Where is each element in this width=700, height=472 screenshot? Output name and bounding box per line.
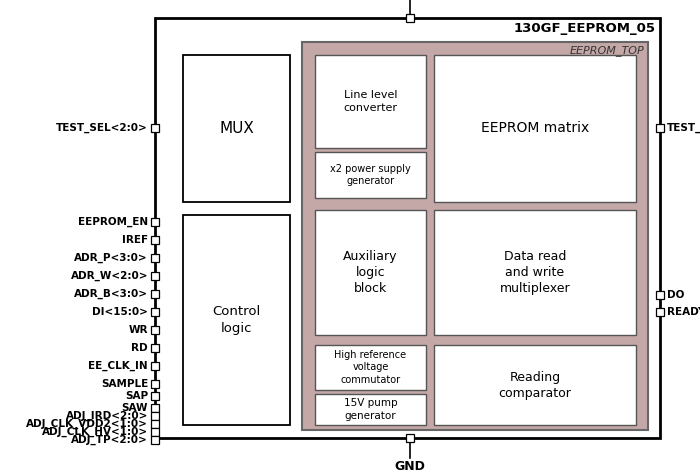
Text: Data read
and write
multiplexer: Data read and write multiplexer: [500, 250, 570, 295]
Text: MUX: MUX: [219, 121, 254, 136]
Bar: [183, 55, 290, 202]
Bar: [315, 152, 426, 198]
Text: ADJ_CLK_HV<1:0>: ADJ_CLK_HV<1:0>: [42, 427, 148, 437]
Text: TEST_OUT: TEST_OUT: [667, 123, 700, 133]
Text: WR: WR: [129, 325, 148, 335]
Bar: [183, 215, 290, 425]
Text: Control
logic: Control logic: [212, 305, 260, 335]
Text: High reference
voltage
commutator: High reference voltage commutator: [335, 350, 407, 385]
Bar: [151, 254, 159, 262]
Text: ADJ_CLK_VDD2<1:0>: ADJ_CLK_VDD2<1:0>: [26, 419, 148, 429]
Text: ADJ_TP<2:0>: ADJ_TP<2:0>: [71, 435, 148, 445]
Bar: [151, 272, 159, 280]
Bar: [151, 218, 159, 226]
Bar: [151, 404, 159, 412]
Bar: [315, 345, 426, 390]
Bar: [406, 434, 414, 442]
Text: GND: GND: [395, 460, 426, 472]
Text: SAP: SAP: [125, 391, 148, 401]
Bar: [151, 380, 159, 388]
Bar: [151, 236, 159, 244]
Text: Auxiliary
logic
block: Auxiliary logic block: [343, 250, 398, 295]
Bar: [151, 308, 159, 316]
Bar: [315, 55, 426, 148]
Bar: [151, 362, 159, 370]
Text: SAMPLE: SAMPLE: [101, 379, 148, 389]
Text: 15V pump
generator: 15V pump generator: [344, 398, 398, 421]
Bar: [151, 420, 159, 428]
Text: TEST_SEL<2:0>: TEST_SEL<2:0>: [56, 123, 148, 133]
Bar: [151, 290, 159, 298]
Text: Reading
comparator: Reading comparator: [498, 371, 571, 399]
Text: READY: READY: [667, 307, 700, 317]
Text: 130GF_EEPROM_05: 130GF_EEPROM_05: [514, 22, 656, 35]
Bar: [656, 291, 664, 299]
Bar: [155, 18, 660, 438]
Text: ADR_W<2:0>: ADR_W<2:0>: [71, 271, 148, 281]
Bar: [656, 124, 664, 132]
Text: SAW: SAW: [122, 403, 148, 413]
Bar: [302, 42, 648, 430]
Text: EEPROM_EN: EEPROM_EN: [78, 217, 148, 227]
Text: ADR_B<3:0>: ADR_B<3:0>: [74, 289, 148, 299]
Bar: [151, 392, 159, 400]
Text: EEPROM matrix: EEPROM matrix: [481, 121, 589, 135]
Text: Line level
converter: Line level converter: [344, 90, 398, 113]
Text: EEPROM_TOP: EEPROM_TOP: [569, 45, 644, 56]
Text: RD: RD: [132, 343, 148, 353]
Bar: [151, 428, 159, 436]
Bar: [151, 124, 159, 132]
Bar: [434, 55, 636, 202]
Bar: [151, 436, 159, 444]
Text: IREF: IREF: [122, 235, 148, 245]
Text: DO: DO: [667, 290, 685, 300]
Bar: [151, 412, 159, 420]
Bar: [434, 210, 636, 335]
Bar: [151, 344, 159, 352]
Bar: [406, 14, 414, 22]
Bar: [315, 394, 426, 425]
Text: EE_CLK_IN: EE_CLK_IN: [88, 361, 148, 371]
Bar: [151, 326, 159, 334]
Bar: [656, 308, 664, 316]
Bar: [315, 210, 426, 335]
Text: ADR_P<3:0>: ADR_P<3:0>: [74, 253, 148, 263]
Text: ADJ_IRD<2:0>: ADJ_IRD<2:0>: [66, 411, 148, 421]
Text: x2 power supply
generator: x2 power supply generator: [330, 164, 411, 186]
Text: DI<15:0>: DI<15:0>: [92, 307, 148, 317]
Bar: [434, 345, 636, 425]
